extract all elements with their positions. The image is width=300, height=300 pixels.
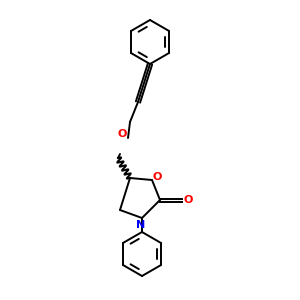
Text: O: O (117, 129, 127, 139)
Text: O: O (152, 172, 162, 182)
Text: O: O (183, 195, 193, 205)
Text: N: N (136, 220, 146, 230)
